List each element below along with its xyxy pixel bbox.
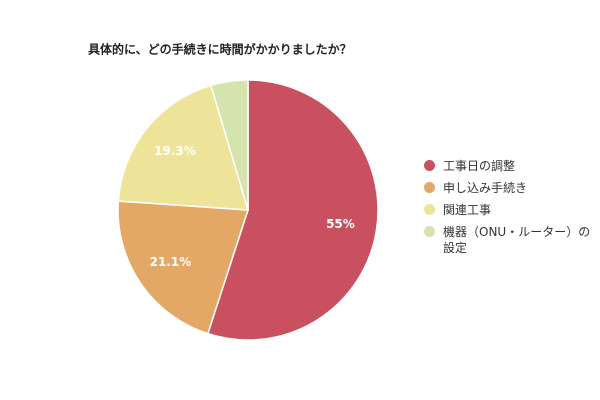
legend-swatch [424, 182, 435, 193]
legend-item: 申し込み手続き [424, 180, 594, 196]
legend-item: 機器（ONU・ルーター）の設定 [424, 224, 594, 256]
pie-slice [117, 200, 250, 335]
legend-label: 工事日の調整 [443, 159, 516, 173]
legend-label: 機器（ONU・ルーター）の設定 [443, 225, 591, 255]
chart-title: 具体的に、どの手続きに時間がかかりましたか？ [88, 42, 352, 57]
pie-slice [117, 84, 250, 211]
legend-swatch [424, 160, 435, 171]
pie-slice [210, 79, 249, 211]
legend-swatch [424, 226, 435, 237]
legend: 工事日の調整 申し込み手続き 関連工事機器（ONU・ルーター）の設定 [424, 158, 594, 262]
legend-item: 関連工事 [424, 202, 594, 218]
legend-item: 工事日の調整 [424, 158, 594, 174]
pie-slice [206, 79, 379, 341]
legend-label: 申し込み手続き [443, 181, 528, 195]
legend-label: 関連工事 [443, 203, 492, 217]
data-label: 19.3% [154, 144, 196, 158]
legend-swatch [424, 204, 435, 215]
data-label: 21.1% [150, 255, 192, 269]
data-label: 55% [326, 217, 355, 231]
